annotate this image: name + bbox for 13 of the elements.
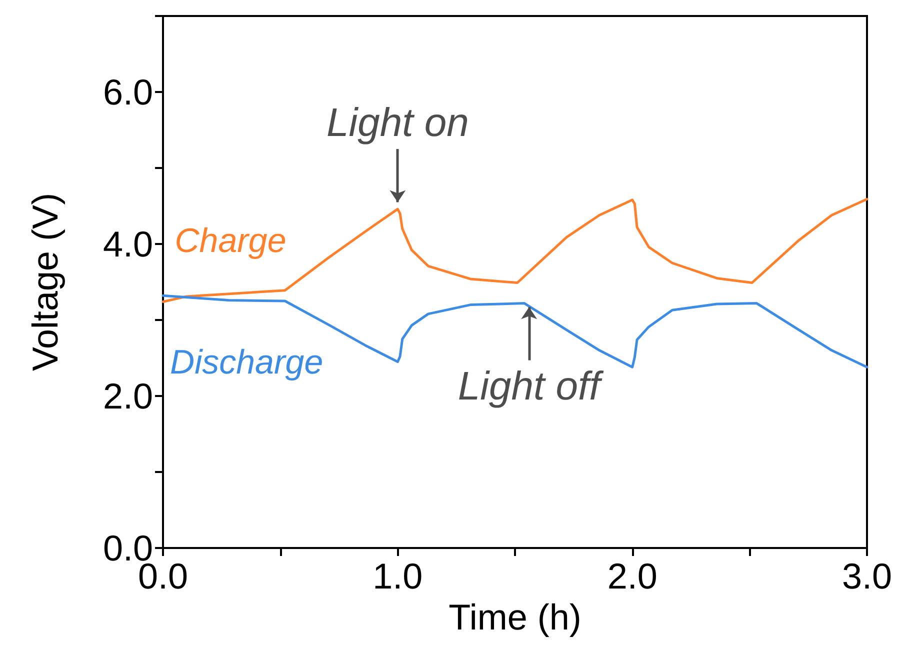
annotation: Light off — [458, 364, 604, 408]
x-axis-title: Time (h) — [448, 596, 582, 638]
line-series — [162, 198, 868, 304]
series-label: Charge — [174, 222, 286, 260]
x-tick-label: 2.0 — [607, 556, 658, 596]
y-axis-title: Voltage (V) — [24, 192, 66, 372]
annotation: Light on — [326, 101, 469, 145]
y-tick-label: 2.0 — [102, 376, 153, 416]
series-label: Discharge — [170, 343, 324, 382]
y-tick-label: 6.0 — [102, 72, 153, 112]
x-tick-label: 1.0 — [372, 556, 423, 596]
y-tick-label: 4.0 — [102, 224, 153, 264]
x-tick-label: 3.0 — [842, 556, 892, 596]
